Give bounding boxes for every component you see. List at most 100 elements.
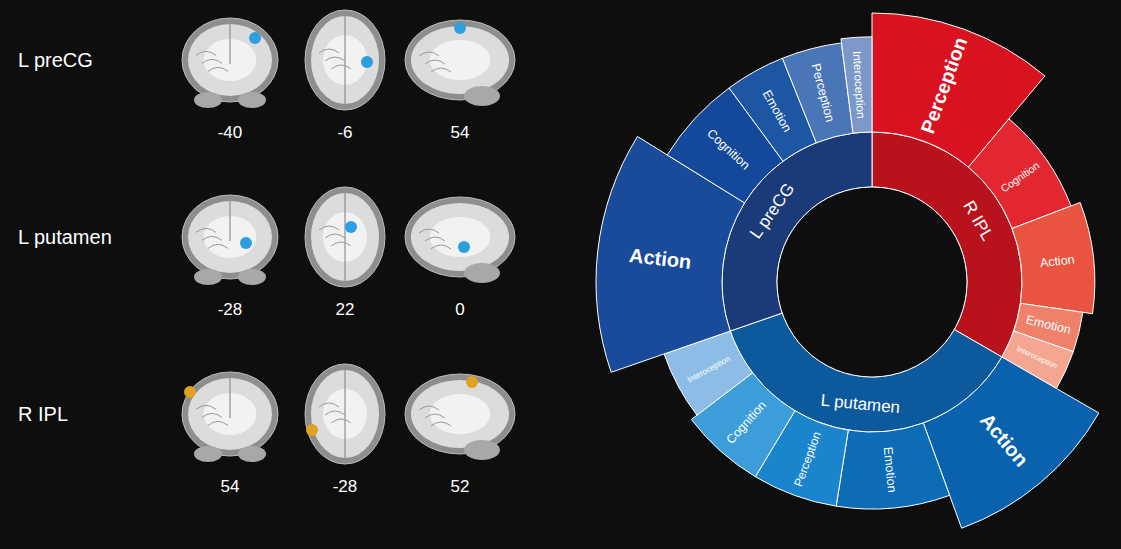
category-label: Cognition bbox=[723, 398, 769, 447]
category-label: Cognition bbox=[998, 159, 1041, 195]
midline bbox=[229, 199, 230, 241]
sulcus bbox=[331, 242, 351, 246]
category-label: Action bbox=[628, 244, 692, 273]
activation-blob bbox=[184, 386, 196, 398]
brain-slice bbox=[305, 10, 385, 110]
sulcus bbox=[325, 411, 345, 415]
category-label: Perception bbox=[916, 34, 971, 136]
brain-slice bbox=[182, 18, 278, 108]
row-label: L putamen bbox=[18, 226, 112, 248]
midline bbox=[229, 22, 230, 64]
brain-slice bbox=[405, 20, 515, 106]
brain-outline bbox=[405, 197, 515, 277]
activation-blob bbox=[361, 56, 373, 68]
cerebellum bbox=[464, 86, 500, 106]
category-segment bbox=[1012, 202, 1095, 313]
sulcus bbox=[196, 228, 216, 232]
brain-outline bbox=[305, 364, 385, 464]
category-label: Cognition bbox=[704, 126, 752, 172]
sulcus bbox=[419, 52, 439, 56]
sulcus bbox=[208, 421, 228, 425]
sulcus bbox=[419, 229, 439, 233]
sulcus bbox=[325, 57, 345, 61]
sulcus bbox=[419, 406, 439, 410]
brain-slice bbox=[182, 195, 278, 285]
brain-slice bbox=[305, 364, 385, 464]
category-label: Action bbox=[976, 409, 1033, 471]
sulcus bbox=[202, 236, 222, 240]
temporal-lobe bbox=[194, 92, 222, 108]
center-hole bbox=[777, 187, 967, 377]
midline bbox=[229, 376, 230, 418]
sulcus bbox=[319, 49, 339, 53]
brain-slice bbox=[405, 197, 515, 283]
brain-outline bbox=[305, 10, 385, 110]
slice-coordinate: 54 bbox=[451, 123, 470, 142]
sulcus bbox=[331, 419, 351, 423]
brain-cortex bbox=[411, 203, 509, 271]
row-label: R IPL bbox=[18, 403, 68, 425]
cerebellum bbox=[464, 263, 500, 283]
temporal-lobe bbox=[238, 269, 266, 285]
sulcus bbox=[196, 405, 216, 409]
sunburst-labels: R IPL Perception Cognition Action Emotion Int… bbox=[628, 34, 1075, 493]
brain-outline bbox=[182, 18, 278, 102]
sulcus bbox=[425, 237, 445, 241]
activation-blob bbox=[466, 376, 478, 388]
sulcus bbox=[331, 65, 351, 69]
slice-coordinate: -28 bbox=[333, 477, 358, 496]
midline bbox=[344, 368, 345, 460]
activation-blob bbox=[249, 32, 261, 44]
sulcus bbox=[425, 414, 445, 418]
brain-outline bbox=[405, 20, 515, 100]
white-matter bbox=[430, 40, 491, 80]
brain-slice bbox=[182, 372, 278, 462]
slice-coordinate: 0 bbox=[455, 300, 464, 319]
slice-coordinate: 22 bbox=[336, 300, 355, 319]
slice-coordinate: -40 bbox=[218, 123, 243, 142]
activation-blob bbox=[345, 221, 357, 233]
midline bbox=[344, 14, 345, 106]
temporal-lobe bbox=[238, 92, 266, 108]
category-segment bbox=[841, 37, 872, 133]
activation-blob bbox=[306, 424, 318, 436]
row-label: L preCG bbox=[18, 49, 93, 71]
sunburst bbox=[596, 13, 1099, 528]
temporal-lobe bbox=[194, 269, 222, 285]
sulcus bbox=[196, 51, 216, 55]
sulcus bbox=[431, 422, 451, 426]
figure: L preCG-40-654L putamen-28220R IPL54-285… bbox=[0, 0, 1121, 549]
sulcus bbox=[431, 68, 451, 72]
slice-coordinate: 52 bbox=[451, 477, 470, 496]
midline bbox=[344, 191, 345, 283]
activation-blob bbox=[454, 22, 466, 34]
activation-blob bbox=[240, 237, 252, 249]
region-label: R IPL bbox=[959, 198, 997, 244]
category-label: Perception bbox=[791, 430, 824, 489]
sulcus bbox=[208, 67, 228, 71]
temporal-lobe bbox=[194, 446, 222, 462]
category-label: Action bbox=[1039, 252, 1075, 270]
brain-panel: L preCG-40-654L putamen-28220R IPL54-285… bbox=[18, 10, 515, 496]
brain-outline bbox=[305, 187, 385, 287]
brain-cortex bbox=[411, 380, 509, 448]
activation-blob bbox=[458, 241, 470, 253]
temporal-lobe bbox=[238, 446, 266, 462]
brain-outline bbox=[182, 195, 278, 279]
category-label: Emotion bbox=[881, 446, 899, 493]
region-label: L putamen bbox=[820, 391, 901, 417]
category-label: Emotion bbox=[1024, 313, 1072, 337]
region-label: L preCG bbox=[746, 180, 798, 243]
cerebellum bbox=[464, 440, 500, 460]
sulcus bbox=[319, 403, 339, 407]
category-label: Interoception bbox=[686, 354, 732, 385]
category-label: Interoception bbox=[1016, 344, 1059, 370]
sulcus bbox=[319, 226, 339, 230]
slice-coordinate: -6 bbox=[337, 123, 352, 142]
brain-slice bbox=[405, 374, 515, 460]
brain-slice bbox=[305, 187, 385, 287]
category-segment bbox=[923, 357, 1099, 528]
brain-outline bbox=[182, 372, 278, 456]
sulcus bbox=[208, 244, 228, 248]
category-label: Interoception bbox=[851, 51, 868, 119]
